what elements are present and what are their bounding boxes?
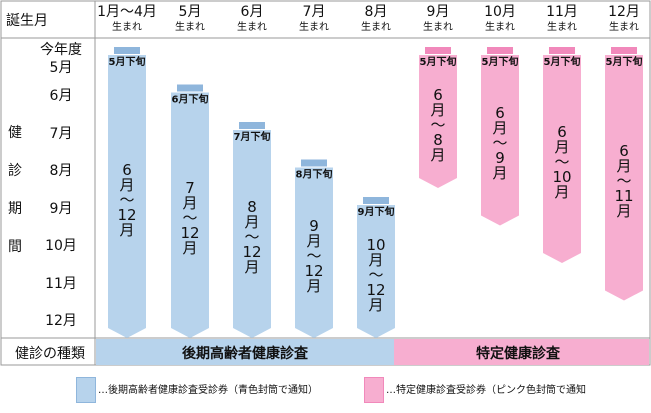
header-sub: 生まれ [609, 22, 639, 33]
header-sub: 生まれ [361, 22, 391, 33]
bar-6: 5月下旬 [419, 47, 457, 188]
bar-range-text: 6 月 ～ 9 月 [492, 104, 508, 183]
bar-notice: 5月下旬 [544, 55, 581, 68]
bar-tab [425, 47, 451, 54]
bar-notice: 9月下旬 [358, 205, 395, 218]
bar-tab [611, 47, 637, 54]
header-month: 9月 [426, 4, 450, 20]
bar-range-text: 7 月 ～ 12 月 [180, 179, 200, 258]
bar-body [295, 167, 333, 338]
bar-range-text: 6 月 ～ 10 月 [552, 123, 572, 201]
bar-body [233, 130, 271, 338]
vertical-label-char: 診 [8, 163, 22, 179]
pink-band [394, 339, 649, 365]
kind-row-label: 健診の種類 [15, 346, 85, 362]
header-month: 10月 [484, 4, 516, 20]
header-sub: 生まれ [485, 22, 515, 33]
legend-blue-swatch [76, 377, 96, 403]
header-month: 7月 [302, 4, 326, 20]
header-sub: 生まれ [299, 22, 329, 33]
bar-notice: 5月下旬 [606, 55, 643, 68]
header-month: 5月 [178, 4, 202, 20]
row-label: 5月 [49, 59, 73, 76]
bar-tab [487, 47, 513, 54]
row-label: 8月 [49, 163, 73, 180]
kind-bands [96, 339, 649, 365]
bar-tab [239, 122, 265, 129]
bar-group: 5月下旬 6月下旬 7月下旬 8月下旬 9月下旬 5月下旬 5月下旬 5月下旬 5月下旬 [108, 47, 643, 338]
bar-1: 5月下旬 [108, 47, 146, 338]
header-month: 1月～4月 [97, 4, 157, 20]
bar-tab [177, 84, 203, 92]
bar-body [108, 55, 146, 338]
header-month: 8月 [364, 4, 388, 20]
row-label-top: 今年度 [40, 41, 82, 58]
header-sub: 生まれ [112, 22, 142, 33]
kind-blue-label: 後期高齢者健康診査 [182, 346, 308, 362]
header-month: 6月 [240, 4, 264, 20]
row-label: 9月 [49, 200, 73, 217]
bar-range-text: 10 月 ～ 12 月 [366, 235, 386, 314]
row-label: 11月 [45, 275, 77, 292]
header-sub: 生まれ [547, 22, 577, 33]
bar-7: 5月下旬 [481, 47, 519, 226]
vertical-label-char: 健 [8, 125, 22, 141]
header-month: 12月 [608, 4, 640, 20]
vertical-label-char: 間 [8, 239, 22, 255]
row-label: 7月 [49, 125, 73, 142]
bar-4: 8月下旬 [295, 159, 333, 338]
bar-tab [363, 197, 389, 204]
legend-pink-text: …特定健康診査受診券（ピンク色封筒で通知 [386, 385, 586, 396]
bar-3: 7月下旬 [233, 122, 271, 338]
bar-notice: 5月下旬 [482, 55, 519, 68]
bar-body [481, 55, 519, 226]
vertical-label-char: 期 [8, 201, 22, 217]
legend-blue-text: …後期高齢者健康診査受診券（青色封筒で通知） [98, 385, 318, 396]
bar-tab [114, 47, 140, 54]
row-label: 10月 [45, 238, 77, 255]
header-sub: 生まれ [423, 22, 453, 33]
bar-range-text: 6 月 ～ 11 月 [614, 141, 634, 220]
bar-tab [549, 47, 575, 54]
bar-body [605, 55, 643, 301]
bar-range-text: 6 月 ～ 8 月 [430, 85, 446, 164]
bar-body [357, 205, 395, 338]
kind-pink-label: 特定健康診査 [476, 346, 560, 362]
header-sub: 生まれ [175, 22, 205, 33]
legend-pink-swatch [364, 377, 384, 403]
header-sub: 生まれ [237, 22, 267, 33]
bar-notice: 6月下旬 [172, 93, 209, 106]
bar-body [543, 55, 581, 263]
row-label: 12月 [45, 313, 77, 330]
schedule-grid: 5月下旬 6月下旬 7月下旬 8月下旬 9月下旬 5月下旬 5月下旬 5月下旬 5月下旬 [0, 0, 651, 366]
bar-notice: 8月下旬 [296, 168, 333, 181]
bar-8: 5月下旬 [543, 47, 581, 263]
bar-notice: 5月下旬 [420, 55, 457, 68]
bar-body [419, 55, 457, 188]
header-month: 11月 [546, 4, 578, 20]
bar-notice: 7月下旬 [234, 130, 271, 143]
bar-range-text: 9 月 ～ 12 月 [304, 216, 324, 295]
bar-tab [301, 159, 327, 167]
bar-2: 6月下旬 [171, 84, 209, 338]
corner-label: 誕生月 [6, 13, 48, 29]
blue-band [96, 339, 394, 365]
bar-9: 5月下旬 [605, 47, 643, 301]
row-label: 6月 [49, 88, 73, 105]
bar-5: 9月下旬 [357, 197, 395, 338]
bar-notice: 5月下旬 [109, 55, 146, 68]
bar-body [171, 92, 209, 338]
bar-range-text: 8 月 ～ 12 月 [242, 198, 262, 276]
bar-range-text: 6 月 ～ 12 月 [117, 160, 137, 239]
